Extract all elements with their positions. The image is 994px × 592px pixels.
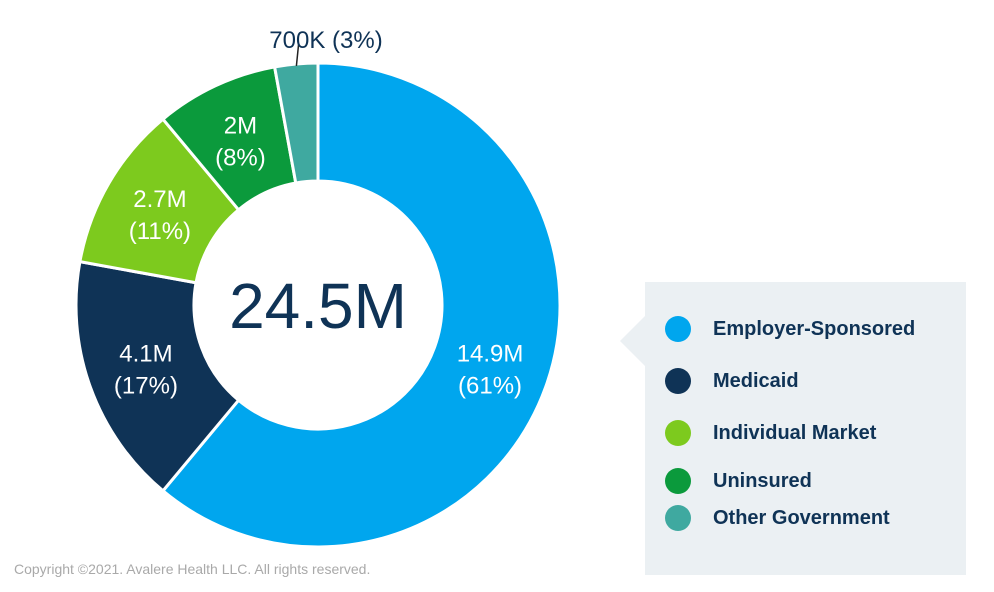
legend-item-uninsured: Uninsured (665, 466, 812, 496)
slice-labels: 14.9M (61%) 4.1M (17%) 2.7M (11%) 2M (8%) 700K (… (114, 27, 523, 399)
slice-percent-label-employer-sponsored: (61%) (458, 372, 522, 399)
legend-label: Other Government (713, 506, 890, 529)
slice-other-government (272, 61, 320, 185)
legend-item-other-government: Other Government (665, 503, 890, 533)
legend-item-employer-sponsored: Employer-Sponsored (665, 314, 915, 344)
leader-line-other-government (295, 43, 300, 67)
slice-value-label-individual-market: 2.7M (133, 186, 186, 213)
slice-label-other-government: 700K (3%) (269, 27, 382, 54)
copyright-text: Copyright ©2021. Avalere Health LLC. All… (14, 561, 371, 577)
legend-item-medicaid: Medicaid (665, 366, 799, 396)
legend-swatch-medicaid (665, 368, 691, 394)
legend-label: Uninsured (713, 469, 812, 492)
slice-percent-label-medicaid: (17%) (114, 372, 178, 399)
slice-percent-label-uninsured: (8%) (215, 144, 266, 171)
slice-value-label-uninsured: 2M (224, 112, 257, 139)
legend-swatch-other-government (665, 505, 691, 531)
legend-item-individual-market: Individual Market (665, 418, 876, 448)
slice-value-label-employer-sponsored: 14.9M (457, 340, 524, 367)
legend-swatch-uninsured (665, 468, 691, 494)
legend-label: Employer-Sponsored (713, 317, 916, 340)
legend-swatch-employer-sponsored (665, 316, 691, 342)
legend-pointer (620, 316, 645, 366)
legend-swatch-individual-market (665, 420, 691, 446)
slice-medicaid (74, 259, 241, 493)
slice-employer-sponsored (160, 61, 562, 549)
donut-slices (74, 61, 562, 549)
legend-label: Medicaid (713, 369, 799, 392)
legend-label: Individual Market (713, 421, 877, 444)
slice-percent-label-individual-market: (11%) (129, 218, 191, 245)
slice-value-label-medicaid: 4.1M (119, 340, 172, 367)
center-total-label: 24.5M (229, 270, 407, 342)
legend: Employer-Sponsored Medicaid Individual M… (645, 282, 966, 575)
